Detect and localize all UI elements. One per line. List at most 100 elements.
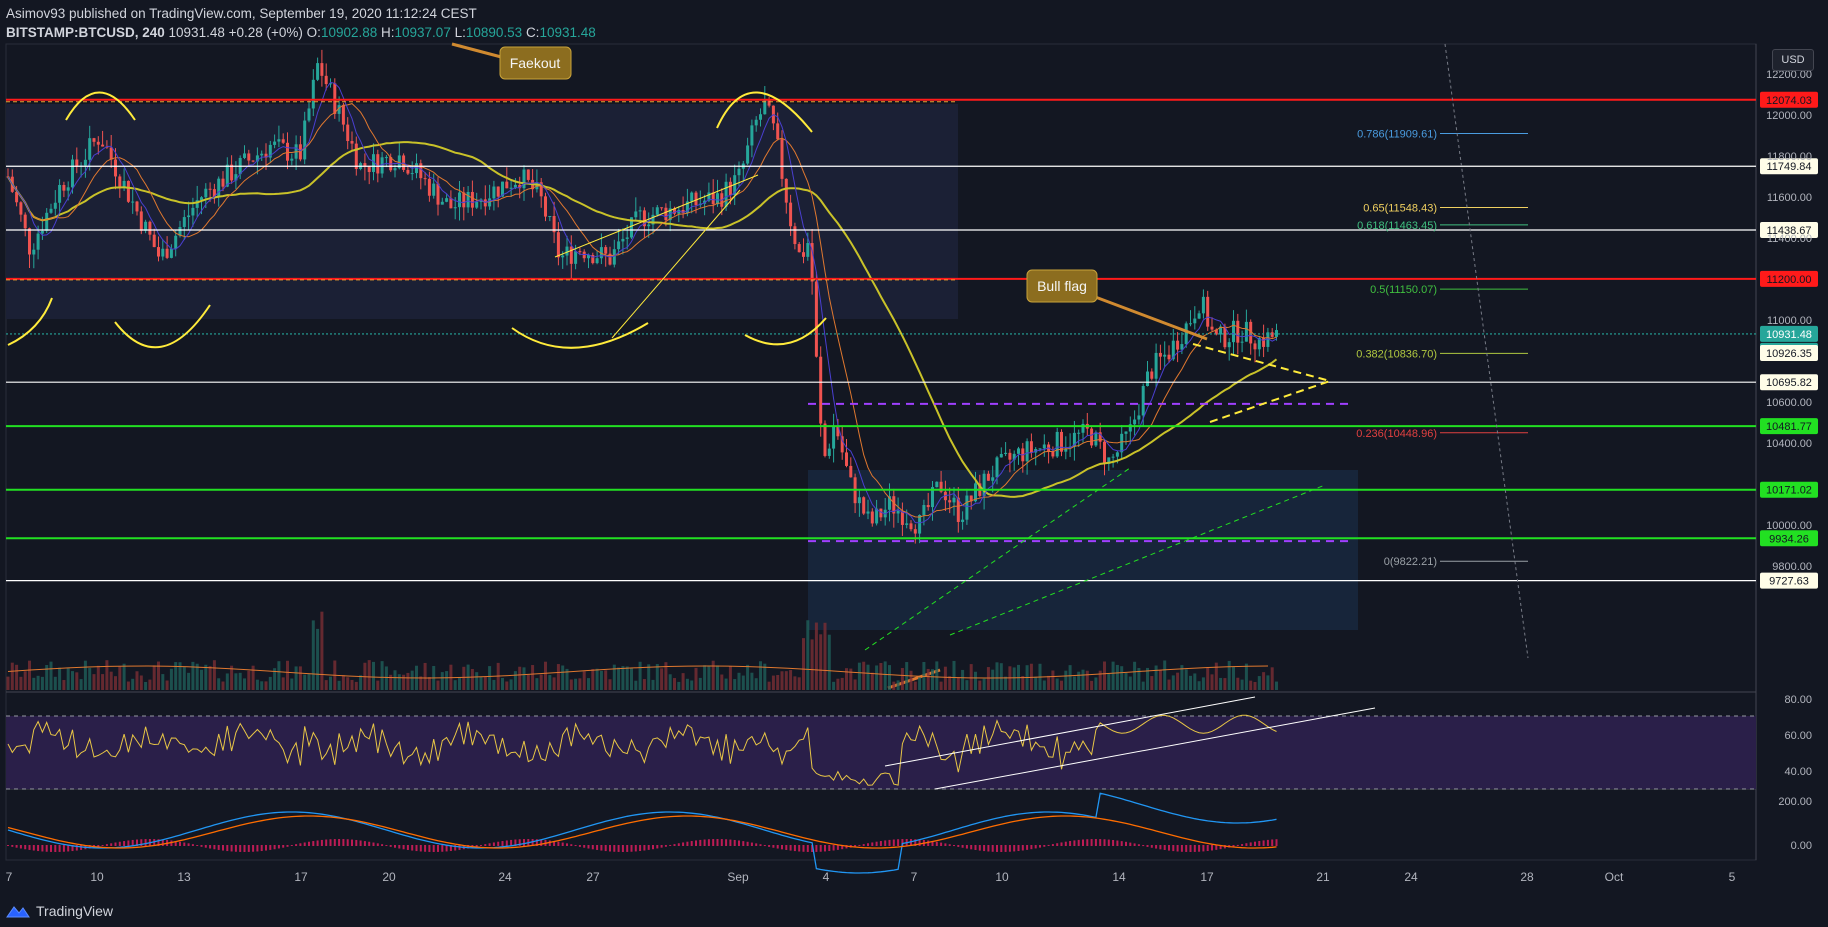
volume-bar (483, 676, 487, 690)
candle-body (1055, 431, 1059, 457)
candle-body (578, 251, 582, 253)
volume-bar (1090, 680, 1094, 690)
volume-bar (32, 677, 36, 690)
volume-bar (849, 668, 853, 690)
candle-body (71, 159, 74, 188)
symbol-label[interactable]: BITSTAMP:BTCUSD, 240 (6, 25, 165, 40)
macd-histogram-bar (673, 844, 676, 846)
macd-histogram-bar (424, 845, 427, 852)
volume-bar (419, 676, 423, 690)
macd-histogram-bar (957, 845, 960, 847)
macd-histogram-bar (733, 839, 736, 846)
candle-body (406, 169, 410, 174)
macd-histogram-bar (1206, 845, 1209, 851)
volume-bar (217, 678, 221, 690)
candle-body (212, 189, 216, 197)
candle-body (931, 487, 934, 508)
candle-body (449, 198, 453, 209)
volume-bar (45, 664, 49, 690)
volume-bar (1270, 667, 1274, 690)
macd-histogram-bar (879, 841, 882, 846)
macd-histogram-bar (484, 844, 487, 846)
volume-bar (1180, 665, 1184, 690)
macd-histogram-bar (1073, 840, 1076, 846)
volume-bar (440, 672, 444, 690)
candle-body (62, 184, 66, 191)
volume-bar (316, 628, 320, 690)
macd-histogram-bar (1013, 845, 1016, 852)
time-axis: 7 10 13 17 20 24 27 Sep 4 7 10 14 17 21 24 28 Oct 5 (6, 870, 1736, 884)
macd-histogram-bar (738, 840, 740, 846)
candle-body (311, 79, 315, 109)
candle-body (840, 436, 844, 453)
candle-body (759, 114, 762, 120)
candle-body (797, 244, 801, 253)
candle-body (341, 105, 345, 125)
candle-body (32, 249, 36, 255)
candle-body (995, 457, 999, 478)
macd-histogram-bar (935, 841, 938, 846)
macd-histogram-bar (1155, 845, 1158, 849)
macd-histogram-bar (798, 845, 801, 852)
macd-histogram-bar (144, 839, 147, 846)
volume-bar (273, 668, 277, 690)
tradingview-branding[interactable]: TradingView (6, 903, 113, 919)
candle-body (131, 201, 135, 203)
candle-body (948, 500, 952, 503)
price-level-badge (1760, 325, 1818, 342)
candle-body (617, 241, 621, 250)
macd-histogram-bar (1021, 845, 1024, 851)
faekout-callout[interactable]: Faekout (451, 42, 572, 80)
volume-bar (707, 665, 711, 690)
volume-bar (565, 668, 569, 690)
candle-body (737, 168, 741, 176)
candle-body (101, 144, 105, 147)
macd-histogram-bar (587, 845, 590, 849)
candle-body (255, 155, 259, 162)
currency-button[interactable]: USD (1772, 49, 1814, 71)
candle-body (329, 83, 332, 85)
macd-signal-line (7, 815, 1277, 849)
macd-histogram-bar (114, 842, 117, 846)
high-label: H: (381, 25, 395, 40)
rsi-tick-label: 80.00 (1784, 694, 1812, 706)
candle-body (716, 193, 719, 205)
macd-histogram-bar (24, 845, 27, 850)
candle-body (187, 215, 191, 218)
candle-body (969, 495, 973, 502)
volume-bar (427, 677, 431, 690)
volume-bar (819, 634, 823, 690)
macd-histogram-bar (759, 844, 762, 846)
candle-body (539, 182, 543, 197)
macd-histogram-bar (41, 845, 44, 852)
volume-bar (384, 666, 388, 690)
volume-bar (952, 660, 956, 690)
volume-bar (1133, 661, 1137, 690)
volume-bar (255, 679, 259, 690)
volume-bar (677, 681, 681, 690)
macd-histogram-bar (398, 845, 401, 849)
macd-histogram-bar (514, 839, 517, 846)
macd-histogram-bar (191, 844, 194, 846)
volume-bar (750, 672, 754, 690)
candle-body (1025, 441, 1029, 462)
macd-histogram-bar (7, 845, 9, 846)
candle-body (152, 234, 156, 248)
volume-bar (15, 664, 19, 690)
macd-histogram-bar (755, 843, 758, 846)
price-level-badge (1760, 91, 1818, 108)
candle-body (15, 191, 19, 203)
faekout-label: Faekout (510, 55, 561, 71)
candle-body (243, 153, 246, 158)
candle-body (157, 247, 160, 257)
candle-body (900, 510, 904, 525)
candle-body (638, 210, 642, 212)
candle-body (397, 155, 401, 169)
bull-flag-callout[interactable]: Bull flag (1026, 269, 1208, 341)
price-level-badge-label: 11749.84 (1766, 161, 1811, 173)
candle-body (896, 510, 900, 514)
candle-body (118, 176, 122, 188)
macd-histogram-bar (686, 841, 689, 846)
volume-bar (814, 622, 818, 690)
